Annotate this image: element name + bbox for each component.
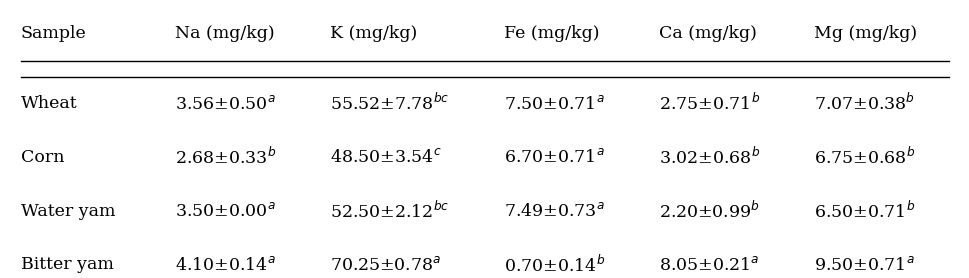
Text: 6.75±0.68$^{b}$: 6.75±0.68$^{b}$ xyxy=(813,147,914,168)
Text: Water yam: Water yam xyxy=(20,203,115,220)
Text: 3.56±0.50$^{a}$: 3.56±0.50$^{a}$ xyxy=(175,95,276,113)
Text: Mg (mg/kg): Mg (mg/kg) xyxy=(813,25,916,42)
Text: 8.05±0.21$^{a}$: 8.05±0.21$^{a}$ xyxy=(658,256,759,274)
Text: 7.49±0.73$^{a}$: 7.49±0.73$^{a}$ xyxy=(504,202,605,220)
Text: 3.02±0.68$^{b}$: 3.02±0.68$^{b}$ xyxy=(658,147,760,168)
Text: 55.52±7.78$^{bc}$: 55.52±7.78$^{bc}$ xyxy=(329,93,450,114)
Text: K (mg/kg): K (mg/kg) xyxy=(329,25,417,42)
Text: 70.25±0.78$^{a}$: 70.25±0.78$^{a}$ xyxy=(329,256,441,274)
Text: 4.10±0.14$^{a}$: 4.10±0.14$^{a}$ xyxy=(175,256,276,274)
Text: Corn: Corn xyxy=(20,149,64,166)
Text: 48.50±3.54$^{c}$: 48.50±3.54$^{c}$ xyxy=(329,148,442,166)
Text: 9.50±0.71$^{a}$: 9.50±0.71$^{a}$ xyxy=(813,256,914,274)
Text: 6.50±0.71$^{b}$: 6.50±0.71$^{b}$ xyxy=(813,200,914,222)
Text: Fe (mg/kg): Fe (mg/kg) xyxy=(504,25,599,42)
Text: 2.68±0.33$^{b}$: 2.68±0.33$^{b}$ xyxy=(175,147,276,168)
Text: 7.07±0.38$^{b}$: 7.07±0.38$^{b}$ xyxy=(813,93,914,114)
Text: 0.70±0.14$^{b}$: 0.70±0.14$^{b}$ xyxy=(504,254,605,275)
Text: 3.50±0.00$^{a}$: 3.50±0.00$^{a}$ xyxy=(175,202,276,220)
Text: Sample: Sample xyxy=(20,25,86,42)
Text: 52.50±2.12$^{bc}$: 52.50±2.12$^{bc}$ xyxy=(329,200,450,222)
Text: 2.20±0.99$^{b}$: 2.20±0.99$^{b}$ xyxy=(658,200,759,222)
Text: Bitter yam: Bitter yam xyxy=(20,256,113,274)
Text: 2.75±0.71$^{b}$: 2.75±0.71$^{b}$ xyxy=(658,93,760,114)
Text: 7.50±0.71$^{a}$: 7.50±0.71$^{a}$ xyxy=(504,95,605,113)
Text: Ca (mg/kg): Ca (mg/kg) xyxy=(658,25,756,42)
Text: Wheat: Wheat xyxy=(20,95,78,112)
Text: 6.70±0.71$^{a}$: 6.70±0.71$^{a}$ xyxy=(504,148,605,166)
Text: Na (mg/kg): Na (mg/kg) xyxy=(175,25,275,42)
